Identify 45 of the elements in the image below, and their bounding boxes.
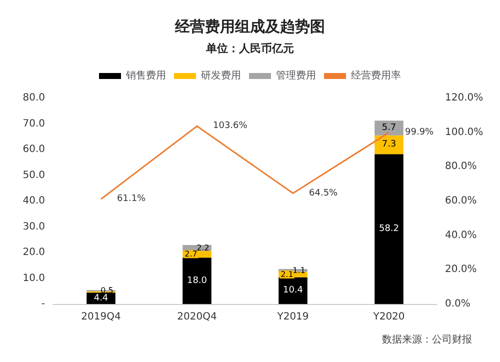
- y2-tick-label: 120.0%: [445, 92, 484, 104]
- data-label: 5.7: [382, 123, 396, 133]
- legend-label: 经营费用率: [351, 70, 401, 82]
- y2-tick-label: 0.0%: [445, 298, 470, 310]
- y2-tick-label: 40.0%: [445, 230, 477, 241]
- x-tick-label: 2019Q4: [81, 312, 121, 322]
- y-tick-label: 10.0: [22, 272, 45, 284]
- y2-tick-label: 20.0%: [445, 264, 477, 276]
- y-tick-label: 40.0: [22, 196, 45, 206]
- data-label: 7.3: [382, 140, 396, 150]
- data-label: 2.1: [280, 270, 294, 280]
- data-label: 99.9%: [405, 128, 434, 138]
- data-label: 2.2: [196, 243, 210, 252]
- data-label: 103.6%: [213, 121, 248, 132]
- y-tick-label: 50.0: [22, 170, 45, 181]
- x-tick-label: Y2019: [276, 312, 309, 322]
- chart-subtitle: 单位：人民币亿元: [205, 42, 294, 55]
- data-label: 10.4: [282, 286, 304, 296]
- y2-tick-label: 80.0%: [445, 161, 477, 172]
- source-note: 数据来源：公司财报: [382, 334, 472, 346]
- legend-label: 销售费用: [125, 70, 166, 82]
- bar: [182, 258, 212, 304]
- data-label: 64.5%: [309, 188, 338, 198]
- chart-title: 经营费用组成及趋势图: [174, 18, 325, 36]
- y-tick-label: -: [41, 298, 46, 310]
- y-tick-label: 20.0: [22, 247, 45, 258]
- legend-label: 管理费用: [276, 70, 316, 82]
- data-label: 61.1%: [117, 194, 146, 204]
- y2-tick-label: 100.0%: [445, 126, 484, 138]
- data-label: 58.2: [378, 224, 400, 234]
- bar: [374, 120, 404, 136]
- y2-tick-label: 60.0%: [445, 196, 477, 206]
- data-label: 2.7: [184, 250, 198, 259]
- data-label: 4.4: [94, 293, 108, 304]
- y-tick-label: 30.0: [22, 221, 45, 232]
- bar: [374, 135, 404, 154]
- x-tick-label: 2020Q4: [177, 312, 217, 322]
- bar: [374, 154, 404, 304]
- y-tick-label: 70.0: [22, 118, 45, 130]
- x-tick-label: Y2020: [372, 312, 405, 322]
- bar: [278, 277, 308, 304]
- y-tick-label: 80.0: [22, 92, 45, 104]
- data-label: 18.0: [186, 276, 208, 286]
- y-tick-label: 60.0: [22, 144, 45, 155]
- legend-label: 研发费用: [201, 70, 241, 82]
